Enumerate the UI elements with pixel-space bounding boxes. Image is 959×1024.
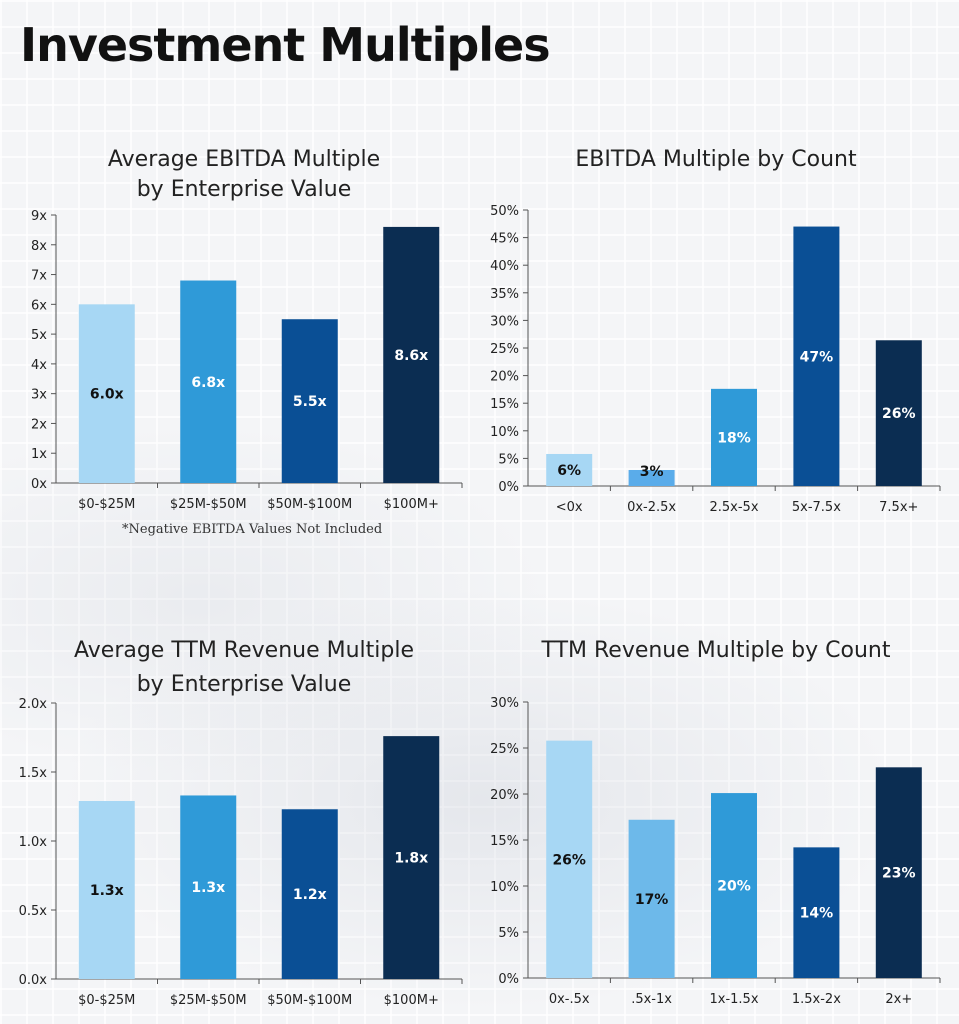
- chart3-category-label-4: $100M+: [384, 993, 439, 1008]
- chart3-category-label-1: $0-$25M: [78, 993, 135, 1008]
- chart2-y-tick-label: 10%: [490, 425, 519, 440]
- chart1-y-tick-label: 4x: [31, 358, 47, 373]
- chart2-data-label-3: 18%: [717, 430, 751, 446]
- chart4-data-label-1: 26%: [552, 852, 586, 868]
- chart3-y-tick-label: 1.5x: [19, 766, 48, 781]
- chart4-category-label-3: 1x-1.5x: [709, 992, 758, 1007]
- chart2-y-tick-label: 15%: [490, 397, 519, 412]
- chart4-y-tick-label: 5%: [498, 926, 519, 941]
- chart4-y-tick-label: 25%: [490, 742, 519, 757]
- chart1-bar-3: [281, 319, 338, 483]
- chart2-bar-1: [546, 453, 593, 486]
- chart2-category-label-5: 7.5x+: [879, 500, 918, 515]
- chart1-category-label-3: $50M-$100M: [267, 497, 352, 512]
- chart4-category-label-1: 0x-.5x: [549, 992, 590, 1007]
- chart2-category-label-3: 2.5x-5x: [709, 500, 758, 515]
- chart4-bar-2: [628, 819, 675, 978]
- chart1-bar-4: [383, 226, 440, 483]
- chart2-y-tick-label: 40%: [490, 259, 519, 274]
- chart2-y-tick-label: 50%: [490, 204, 519, 219]
- chart2-y-tick-label: 45%: [490, 232, 519, 247]
- chart1-y-tick-label: 2x: [31, 417, 47, 432]
- chart4-data-label-2: 17%: [635, 892, 669, 908]
- chart3-bar-3: [281, 809, 338, 979]
- chart4-title-line-1: TTM Revenue Multiple by Count: [541, 638, 891, 663]
- chart4-data-label-4: 14%: [800, 906, 834, 922]
- chart3-y-tick-label: 0.0x: [19, 973, 48, 988]
- chart1-title-line-2: by Enterprise Value: [137, 177, 352, 202]
- chart1-y-tick-label: 5x: [31, 328, 47, 343]
- chart4-y-tick-label: 0%: [498, 972, 519, 987]
- page-title: Investment Multiples: [20, 18, 551, 72]
- chart1-title-line-1: Average EBITDA Multiple: [108, 147, 380, 172]
- chart2-category-label-1: <0x: [556, 500, 583, 515]
- chart1-y-tick-label: 7x: [31, 269, 47, 284]
- chart2-bar-5: [875, 340, 922, 486]
- chart4-y-tick-label: 10%: [490, 880, 519, 895]
- chart1-y-tick-label: 6x: [31, 298, 47, 313]
- chart1-y-tick-label: 3x: [31, 388, 47, 403]
- chart2-y-tick-label: 30%: [490, 314, 519, 329]
- chart3-y-tick-label: 2.0x: [19, 697, 48, 712]
- chart1-y-tick-label: 8x: [31, 239, 47, 254]
- chart2-category-label-4: 5x-7.5x: [792, 500, 841, 515]
- chart4-bar-1: [546, 740, 593, 978]
- chart1-y-tick-label: 1x: [31, 447, 47, 462]
- chart2-y-tick-label: 25%: [490, 342, 519, 357]
- chart1-data-label-2: 6.8x: [191, 375, 225, 391]
- chart4-category-label-5: 2x+: [885, 992, 912, 1007]
- chart1-bar-2: [180, 280, 237, 483]
- chart1-bar-1: [78, 304, 135, 483]
- ebitda-footnote: *Negative EBITDA Values Not Included: [122, 522, 383, 537]
- chart4-category-label-4: 1.5x-2x: [792, 992, 841, 1007]
- chart4-category-label-2: .5x-1x: [631, 992, 672, 1007]
- chart2-bar-2: [628, 469, 675, 486]
- chart2-y-tick-label: 5%: [498, 452, 519, 467]
- chart2-bar-3: [711, 388, 757, 486]
- chart4-y-tick-label: 30%: [490, 696, 519, 711]
- chart4-bar-3: [711, 793, 757, 978]
- chart1-y-tick-label: 0x: [31, 477, 47, 492]
- chart4-data-label-3: 20%: [717, 879, 751, 895]
- chart4-y-tick-label: 20%: [490, 788, 519, 803]
- chart3-y-tick-label: 0.5x: [19, 904, 48, 919]
- chart2-data-label-4: 47%: [800, 349, 834, 365]
- chart2-bar-4: [793, 226, 840, 486]
- chart2-data-label-5: 26%: [882, 406, 916, 422]
- chart4-data-label-5: 23%: [882, 866, 916, 882]
- chart2-title-line-1: EBITDA Multiple by Count: [575, 147, 857, 172]
- chart3-title-line-2: by Enterprise Value: [137, 672, 352, 697]
- chart4-bar-5: [875, 767, 922, 978]
- chart1-data-label-3: 5.5x: [293, 394, 327, 410]
- chart1-data-label-4: 8.6x: [394, 348, 428, 364]
- chart3-category-label-3: $50M-$100M: [267, 993, 352, 1008]
- chart4-bar-4: [793, 847, 840, 978]
- chart2-y-tick-label: 20%: [490, 370, 519, 385]
- chart2-data-label-2: 3%: [640, 464, 664, 480]
- chart2-category-label-2: 0x-2.5x: [627, 500, 676, 515]
- chart2-data-label-1: 6%: [557, 463, 581, 479]
- chart3-title-line-1: Average TTM Revenue Multiple: [74, 638, 414, 663]
- chart1-category-label-4: $100M+: [384, 497, 439, 512]
- chart3-bar-2: [180, 795, 237, 979]
- chart3-data-label-1: 1.3x: [90, 883, 124, 899]
- chart1-category-label-1: $0-$25M: [78, 497, 135, 512]
- chart1-y-tick-label: 9x: [31, 209, 47, 224]
- chart1-data-label-1: 6.0x: [90, 387, 124, 403]
- chart4-y-tick-label: 15%: [490, 834, 519, 849]
- chart2-y-tick-label: 35%: [490, 287, 519, 302]
- chart3-data-label-2: 1.3x: [191, 880, 225, 896]
- chart3-data-label-3: 1.2x: [293, 887, 327, 903]
- chart3-category-label-2: $25M-$50M: [170, 993, 247, 1008]
- chart3-bar-1: [78, 800, 135, 979]
- chart3-y-tick-label: 1.0x: [19, 835, 48, 850]
- chart3-data-label-4: 1.8x: [394, 851, 428, 867]
- chart2-y-tick-label: 0%: [498, 480, 519, 495]
- chart1-category-label-2: $25M-$50M: [170, 497, 247, 512]
- chart3-bar-4: [383, 736, 440, 979]
